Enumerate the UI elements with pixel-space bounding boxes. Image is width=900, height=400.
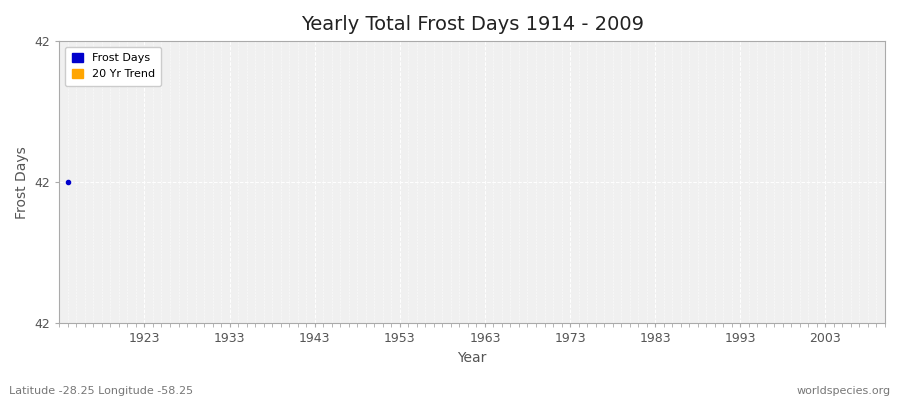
Title: Yearly Total Frost Days 1914 - 2009: Yearly Total Frost Days 1914 - 2009 xyxy=(301,15,644,34)
Y-axis label: Frost Days: Frost Days xyxy=(15,146,29,219)
Text: worldspecies.org: worldspecies.org xyxy=(796,386,891,396)
Legend: Frost Days, 20 Yr Trend: Frost Days, 20 Yr Trend xyxy=(65,47,161,86)
X-axis label: Year: Year xyxy=(457,351,487,365)
Text: Latitude -28.25 Longitude -58.25: Latitude -28.25 Longitude -58.25 xyxy=(9,386,194,396)
